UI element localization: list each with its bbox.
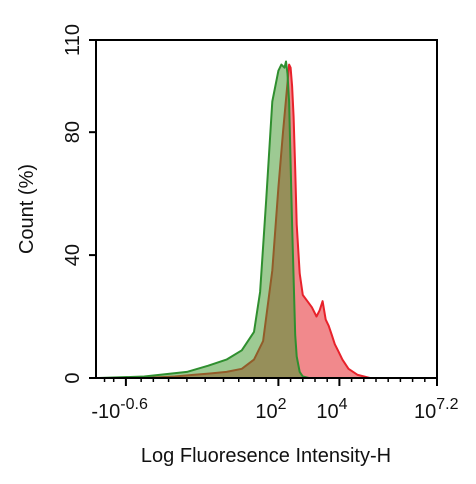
y-tick-label: 80 [62, 121, 84, 143]
y-tick-label: 40 [62, 244, 84, 266]
y-axis-title: Count (%) [16, 164, 38, 254]
y-tick-labels: 0 40 80 110 [62, 24, 84, 384]
x-tick-label: 104 [316, 396, 347, 423]
x-tick-label: -10-0.6 [91, 396, 148, 423]
x-tick-labels: -10-0.6 102 104 107.2 [91, 396, 458, 423]
series-2-area [97, 60, 438, 379]
series-areas [97, 60, 438, 379]
x-axis-title: Log Fluoresence Intensity-H [141, 445, 391, 467]
x-tick-label: 102 [255, 396, 286, 423]
x-tick-label: 107.2 [414, 396, 459, 423]
axis-ticks [89, 39, 438, 386]
y-tick-label: 0 [62, 372, 84, 383]
y-tick-label: 110 [62, 24, 84, 56]
